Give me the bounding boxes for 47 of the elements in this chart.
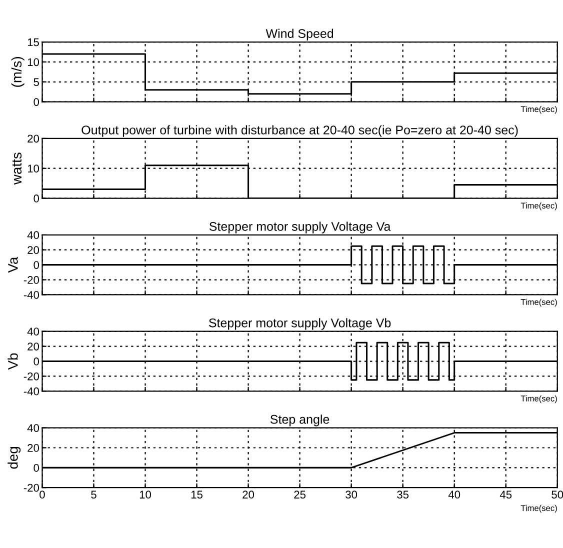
y-tick-label: 0 [34, 464, 40, 472]
chart-title: Output power of turbine with disturbance at 20-40 sec(ie Po=zero at 20-40 sec) [82, 125, 518, 137]
x-tick-label: 20 [242, 490, 254, 499]
x-tick-label: 25 [294, 490, 306, 499]
y-tick-label: -20 [24, 276, 40, 284]
x-axis-title: Time(sec) [520, 504, 557, 513]
y-tick-label: 20 [28, 134, 40, 143]
y-tick-label: -40 [24, 290, 40, 299]
y-tick-label: 15 [28, 38, 39, 46]
x-axis-title: Time(sec) [520, 202, 557, 210]
y-tick-label: 20 [28, 444, 40, 452]
x-tick-label: 0 [40, 490, 45, 499]
y-tick-label: 0 [34, 98, 40, 106]
x-tick-label: 40 [448, 490, 460, 499]
chart-title: Stepper motor supply Voltage Va [209, 222, 391, 234]
chart-title: Step angle [270, 414, 330, 426]
y-tick-label: 0 [34, 261, 40, 269]
y-axis-title: (m/s) [11, 56, 24, 87]
y-tick-label: -20 [24, 484, 40, 492]
y-tick-label: 5 [34, 78, 39, 86]
x-tick-label: 30 [346, 490, 358, 499]
x-tick-label: 5 [91, 490, 96, 499]
y-tick-label: 10 [28, 58, 40, 66]
x-tick-label: 10 [140, 490, 151, 499]
y-tick-label: 20 [28, 342, 40, 350]
chart-title: Stepper motor supply Voltage Vb [208, 318, 391, 330]
x-tick-label: 50 [552, 490, 563, 499]
y-axis-title: Vb [8, 353, 18, 370]
x-axis-title: Time(sec) [520, 106, 557, 114]
x-tick-label: 35 [397, 490, 409, 499]
y-tick-label: 20 [28, 246, 40, 254]
y-tick-label: -40 [24, 387, 40, 396]
y-tick-label: 0 [34, 358, 40, 366]
x-tick-label: 45 [500, 490, 512, 499]
y-tick-label: 40 [27, 328, 40, 336]
x-tick-label: 15 [191, 490, 202, 499]
y-axis-title: deg [8, 447, 21, 469]
x-axis-title: Time(sec) [520, 395, 557, 404]
y-tick-label: 40 [27, 424, 40, 432]
chart-title: Wind Speed [266, 28, 334, 40]
y-tick-label: 40 [27, 231, 40, 240]
y-tick-label: 0 [34, 194, 40, 202]
y-tick-label: 10 [28, 164, 40, 173]
y-axis-title: watts [12, 152, 22, 185]
y-axis-title: Va [8, 256, 18, 273]
x-axis-title: Time(sec) [520, 298, 557, 307]
y-tick-label: -20 [24, 372, 40, 380]
